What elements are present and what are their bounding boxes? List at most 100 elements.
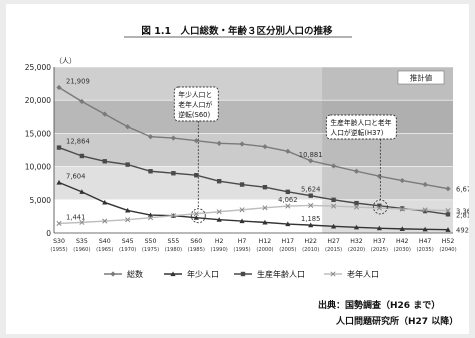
plot-band xyxy=(54,67,453,101)
data-point xyxy=(171,171,176,176)
x-tick-year: (1975) xyxy=(142,247,159,253)
data-point xyxy=(239,141,245,147)
data-point xyxy=(445,186,451,192)
x-tick-label: H32 xyxy=(350,238,363,245)
y-tick-label: 15,000 xyxy=(25,129,51,138)
data-point xyxy=(102,111,108,117)
data-point xyxy=(148,169,153,174)
x-tick-year: (1980) xyxy=(165,247,182,253)
data-point xyxy=(354,200,359,206)
chart-title: 図 1.1 人口総数・年齢３区分別人口の推移 xyxy=(141,25,333,37)
data-point xyxy=(399,226,405,231)
data-point xyxy=(56,220,62,226)
x-tick-label: S60 xyxy=(190,238,202,245)
y-tick-label: 5,000 xyxy=(30,196,52,205)
data-point xyxy=(216,179,222,184)
data-point xyxy=(79,153,85,159)
x-tick-year: (1985) xyxy=(188,247,205,253)
data-point xyxy=(422,226,428,232)
x-tick-year: (2010) xyxy=(302,247,319,253)
data-point xyxy=(216,217,222,222)
data-point xyxy=(376,205,382,211)
x-tick-label: S30 xyxy=(53,238,65,245)
data-point xyxy=(262,184,268,190)
data-point xyxy=(262,219,268,225)
x-tick-label: H52 xyxy=(442,238,455,245)
x-tick-label: H17 xyxy=(282,238,295,245)
data-point xyxy=(330,223,337,229)
legend-swatch-marker xyxy=(240,271,246,277)
data-point xyxy=(147,215,154,221)
data-label: 21,909 xyxy=(66,78,90,86)
data-point xyxy=(285,221,291,227)
plot-band xyxy=(54,199,453,233)
data-label: 10,881 xyxy=(299,151,323,159)
data-label: 5,624 xyxy=(301,186,320,194)
x-tick-year: (1970) xyxy=(119,247,136,253)
x-tick-year: (1990) xyxy=(211,247,228,253)
data-point xyxy=(308,193,313,198)
data-label: 1,441 xyxy=(66,213,85,221)
data-point xyxy=(422,208,428,214)
data-point xyxy=(330,163,337,169)
data-point xyxy=(308,158,314,164)
data-point xyxy=(216,209,222,215)
data-label: 1,185 xyxy=(301,215,320,223)
series-line-0 xyxy=(58,86,449,190)
x-tick-year: (2035) xyxy=(416,247,433,253)
y-tick-label: 10,000 xyxy=(25,163,51,172)
x-tick-year: (2025) xyxy=(371,247,388,253)
legend-label: 老年人口 xyxy=(347,269,379,279)
data-label: 12,864 xyxy=(66,138,90,146)
data-point xyxy=(56,179,62,185)
data-point xyxy=(102,199,108,205)
data-point xyxy=(193,211,199,217)
legend-label: 年少人口 xyxy=(187,269,219,279)
data-point xyxy=(377,203,382,208)
series-line-1 xyxy=(58,181,449,231)
data-point xyxy=(262,144,268,150)
data-point xyxy=(79,98,85,105)
data-point xyxy=(56,145,62,150)
data-point xyxy=(125,207,131,213)
data-point xyxy=(125,162,130,167)
data-point xyxy=(353,168,360,174)
x-tick-label: H27 xyxy=(327,238,340,245)
annotation-box xyxy=(325,114,397,140)
data-label: 6,670 xyxy=(456,186,469,194)
data-label: 492 xyxy=(456,227,469,235)
series-line-2 xyxy=(58,146,449,216)
annotation-text: 老年人口が xyxy=(178,100,212,109)
data-point xyxy=(376,225,382,231)
x-tick-label: S50 xyxy=(145,238,157,245)
data-point xyxy=(170,135,177,141)
data-label: 2,815 xyxy=(456,211,469,219)
y-tick-label: 0 xyxy=(46,229,51,238)
data-point xyxy=(308,202,314,208)
x-tick-label: H7 xyxy=(238,238,247,245)
series-line-3 xyxy=(58,204,449,225)
data-point xyxy=(331,197,336,202)
x-tick-year: (1955) xyxy=(50,247,67,253)
data-point xyxy=(125,124,131,130)
data-point xyxy=(193,138,199,144)
forecast-label: 推計値 xyxy=(410,73,433,83)
x-tick-label: S55 xyxy=(168,238,180,245)
data-label: 7,604 xyxy=(66,173,85,181)
x-tick-label: H12 xyxy=(259,238,272,245)
data-point xyxy=(239,182,245,187)
x-tick-year: (1960) xyxy=(73,247,90,253)
forecast-label-box xyxy=(397,70,445,85)
data-point xyxy=(285,189,291,195)
source-line-2: 人口問題研究所（H27 以降） xyxy=(336,317,459,327)
x-tick-year: (2015) xyxy=(325,247,342,253)
data-point xyxy=(239,207,245,213)
data-point xyxy=(308,222,314,228)
legend-swatch-marker xyxy=(110,271,116,277)
x-tick-label: H37 xyxy=(373,238,386,245)
data-point xyxy=(376,173,382,179)
data-point xyxy=(239,218,245,224)
plot-band xyxy=(54,166,453,200)
data-label: 4,062 xyxy=(278,196,297,204)
x-tick-year: (1965) xyxy=(96,247,113,253)
